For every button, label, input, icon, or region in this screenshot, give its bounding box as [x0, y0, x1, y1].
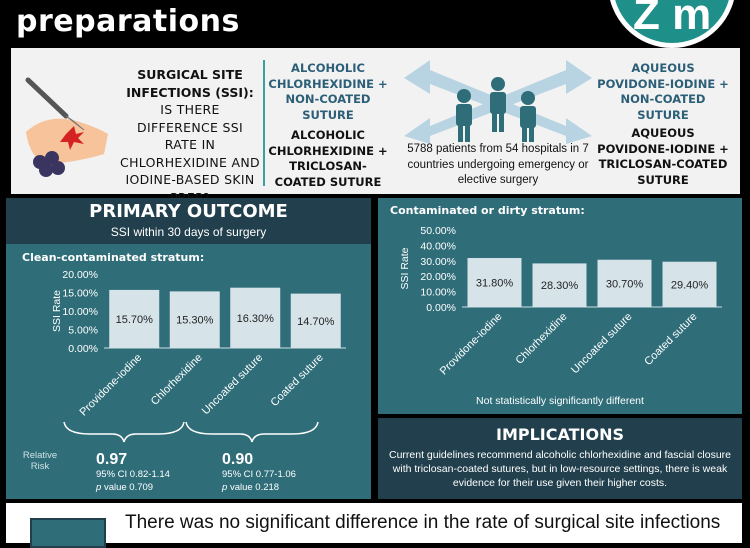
x-category-label: Coated suture [269, 352, 326, 409]
implications-panel [378, 418, 742, 499]
relative-risk-label: Relative Risk [22, 450, 58, 473]
rr-right-ci-text: 95% CI 0.77-1.06 [222, 469, 296, 480]
journal-logo: Z m [608, 0, 736, 48]
divider [263, 60, 265, 186]
logo-mark-icon: Z m [633, 0, 712, 39]
bar [169, 291, 220, 348]
primary-outcome-subtitle: SSI within 30 days of surgery [110, 225, 267, 239]
rr-left-p: p value 0.709 [96, 482, 170, 495]
rr-left-ci-text: 95% CI 0.82-1.14 [96, 469, 170, 480]
bar [109, 289, 160, 348]
bar [662, 261, 717, 307]
bar-value-label: 15.30% [176, 315, 214, 327]
patients-summary: 5788 patients from 54 hospitals in 7 cou… [407, 143, 589, 187]
clean-stratum-label: Clean-contaminated stratum: [22, 251, 205, 264]
arm-chlorhexidine-coated: ALCOHOLIC CHLORHEXIDINE + TRICLOSAN-COAT… [268, 128, 388, 189]
conclusion-icon-box [30, 518, 106, 548]
bar-value-label: 16.30% [237, 313, 275, 325]
significance-note: Not statistically significantly differen… [476, 395, 644, 407]
bar [230, 287, 281, 348]
bar [290, 293, 341, 348]
primary-outcome-title: PRIMARY OUTCOME [89, 201, 288, 222]
question-rest: IS THERE DIFFERENCE SSI RATE IN CHLORHEX… [120, 102, 260, 205]
x-category-label: Providone-iodine [78, 352, 145, 419]
rr-left-p-label: p [96, 481, 102, 493]
bar-value-label: 31.80% [476, 278, 514, 290]
x-category-label: Chlorhexidine [149, 352, 205, 408]
rr-right-p: p value 0.218 [222, 482, 296, 495]
implications-text: Current guidelines recommend alcoholic c… [388, 449, 731, 490]
y-tick-label: 50.00% [420, 225, 456, 237]
dirty-stratum-label: Contaminated or dirty stratum: [390, 204, 585, 217]
scalpel-skin-icon [25, 77, 108, 177]
arm-chlorhexidine-noncoated: ALCOHOLIC CHLORHEXIDINE + NON-COATED SUT… [268, 61, 388, 122]
rr-right-p-label: p [222, 481, 228, 493]
x-category-label: Providone-iodine [438, 311, 505, 378]
arm-iodine-noncoated: AQUEOUS POVIDONE-IODINE + NON-COATED SUT… [597, 61, 729, 122]
page-title: preparations [16, 4, 240, 39]
bar-value-label: 15.70% [116, 314, 154, 326]
x-category-label: Uncoated suture [200, 352, 266, 418]
y-tick-label: 20.00% [62, 269, 98, 281]
study-question: SURGICAL SITE INFECTIONS (SSI): IS THERE… [120, 66, 260, 206]
y-tick-label: 0.00% [426, 302, 456, 314]
bar-value-label: 14.70% [297, 316, 335, 328]
y-tick-label: 20.00% [420, 271, 456, 283]
y-axis-label: SSI Rate [399, 247, 411, 289]
bar-value-label: 30.70% [606, 278, 644, 290]
rr-left-ci: 95% CI 0.82-1.14 p value 0.709 [96, 469, 170, 495]
x-category-label: Uncoated suture [569, 311, 635, 377]
y-tick-label: 10.00% [62, 306, 98, 318]
clean-stratum-chart: SSI Rate 20.00% 15.00% 10.00% 5.00% 0.00% 15.7… [51, 269, 346, 419]
y-axis-label: SSI Rate [51, 290, 63, 332]
y-tick-label: 40.00% [420, 240, 456, 252]
rr-right-p-value: value 0.218 [229, 481, 280, 493]
arm-iodine-coated: AQUEOUS POVIDONE-IODINE + TRICLOSAN-COAT… [597, 126, 729, 187]
study-design-panel [11, 48, 740, 194]
primary-outcome-header [6, 198, 371, 244]
bar-value-label: 29.40% [671, 279, 709, 291]
y-tick-label: 0.00% [68, 343, 98, 355]
bar-value-label: 28.30% [541, 280, 579, 292]
conclusion-text: There was no significant difference in t… [125, 512, 721, 533]
y-tick-label: 10.00% [420, 287, 456, 299]
x-category-label: Chlorhexidine [514, 311, 570, 367]
x-category-label: Coated suture [642, 311, 699, 368]
y-tick-label: 5.00% [68, 325, 98, 337]
relative-risk-brackets [63, 421, 319, 443]
dirty-stratum-chart: SSI Rate 50.00% 40.00% 30.00% 20.00% 10.00% 0.… [399, 225, 722, 378]
randomisation-arrows-icon [404, 60, 592, 144]
y-tick-label: 30.00% [420, 256, 456, 268]
implications-title: IMPLICATIONS [495, 425, 624, 444]
bar [532, 263, 587, 307]
question-lead: SURGICAL SITE INFECTIONS (SSI): [126, 67, 254, 100]
rr-right-value: 0.90 [222, 451, 254, 468]
rr-left-value: 0.97 [96, 451, 128, 468]
rr-left-p-value: value 0.709 [103, 481, 154, 493]
y-tick-label: 15.00% [62, 288, 98, 300]
bar [597, 259, 652, 307]
bar [467, 258, 522, 307]
rr-right-ci: 95% CI 0.77-1.06 p value 0.218 [222, 469, 296, 495]
